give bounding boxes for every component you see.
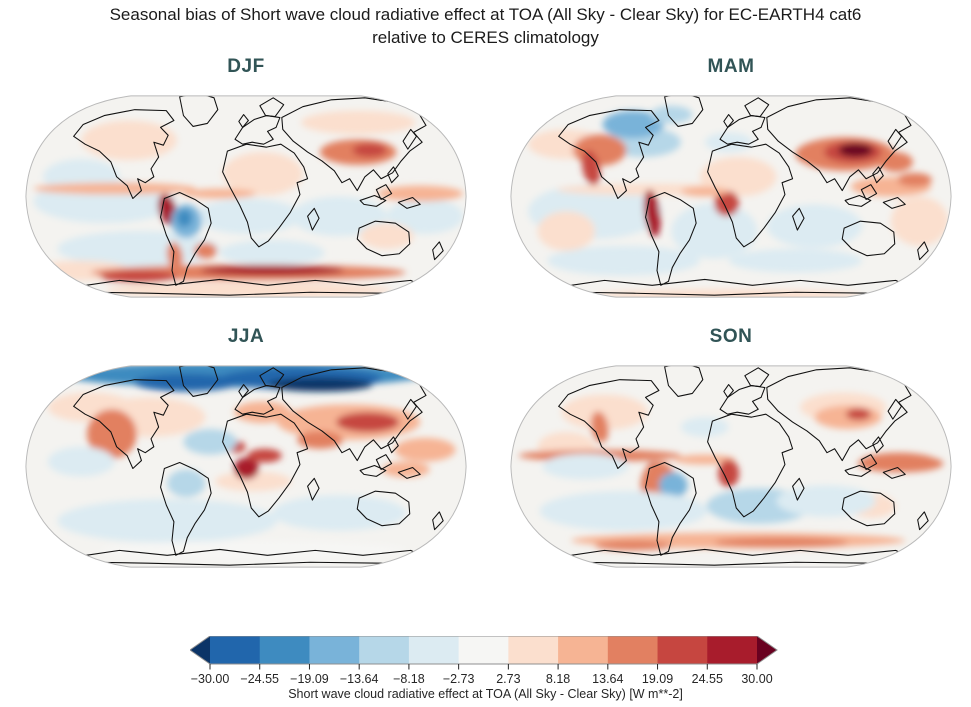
map-mam: [510, 95, 952, 298]
figure-title-line1: Seasonal bias of Short wave cloud radiat…: [109, 5, 862, 24]
colorbar-label: Short wave cloud radiative effect at TOA…: [288, 687, 683, 701]
svg-text:8.18: 8.18: [545, 672, 569, 686]
figure-title-line2: relative to CERES climatology: [372, 28, 599, 47]
panel-title-son: SON: [709, 326, 753, 347]
colorbar: −30.00 −24.55 −19.09 −13.64 −8.18 −2.73 2.73 8.…: [0, 636, 971, 701]
panel-title-djf: DJF: [227, 56, 265, 77]
map-djf: [25, 95, 467, 298]
svg-text:30.00: 30.00: [741, 672, 772, 686]
svg-text:13.64: 13.64: [592, 672, 623, 686]
panel-djf: DJF: [24, 56, 468, 310]
panel-title-jja: JJA: [227, 326, 265, 347]
svg-text:−2.73: −2.73: [442, 672, 474, 686]
svg-text:−24.55: −24.55: [240, 672, 279, 686]
svg-text:−8.18: −8.18: [393, 672, 425, 686]
figure-title: Seasonal bias of Short wave cloud radiat…: [0, 3, 971, 49]
panel-son: SON: [509, 326, 953, 580]
colorbar-svg: −30.00 −24.55 −19.09 −13.64 −8.18 −2.73 2.73 8.…: [189, 636, 778, 686]
panel-mam: MAM: [509, 56, 953, 310]
svg-text:−13.64: −13.64: [339, 672, 378, 686]
map-son: [510, 365, 952, 568]
svg-text:19.09: 19.09: [641, 672, 672, 686]
map-jja: [25, 365, 467, 568]
svg-text:−30.00: −30.00: [190, 672, 229, 686]
svg-text:2.73: 2.73: [496, 672, 520, 686]
panel-jja: JJA: [24, 326, 468, 580]
svg-text:−19.09: −19.09: [290, 672, 329, 686]
panel-title-mam: MAM: [707, 56, 755, 77]
svg-text:24.55: 24.55: [691, 672, 722, 686]
